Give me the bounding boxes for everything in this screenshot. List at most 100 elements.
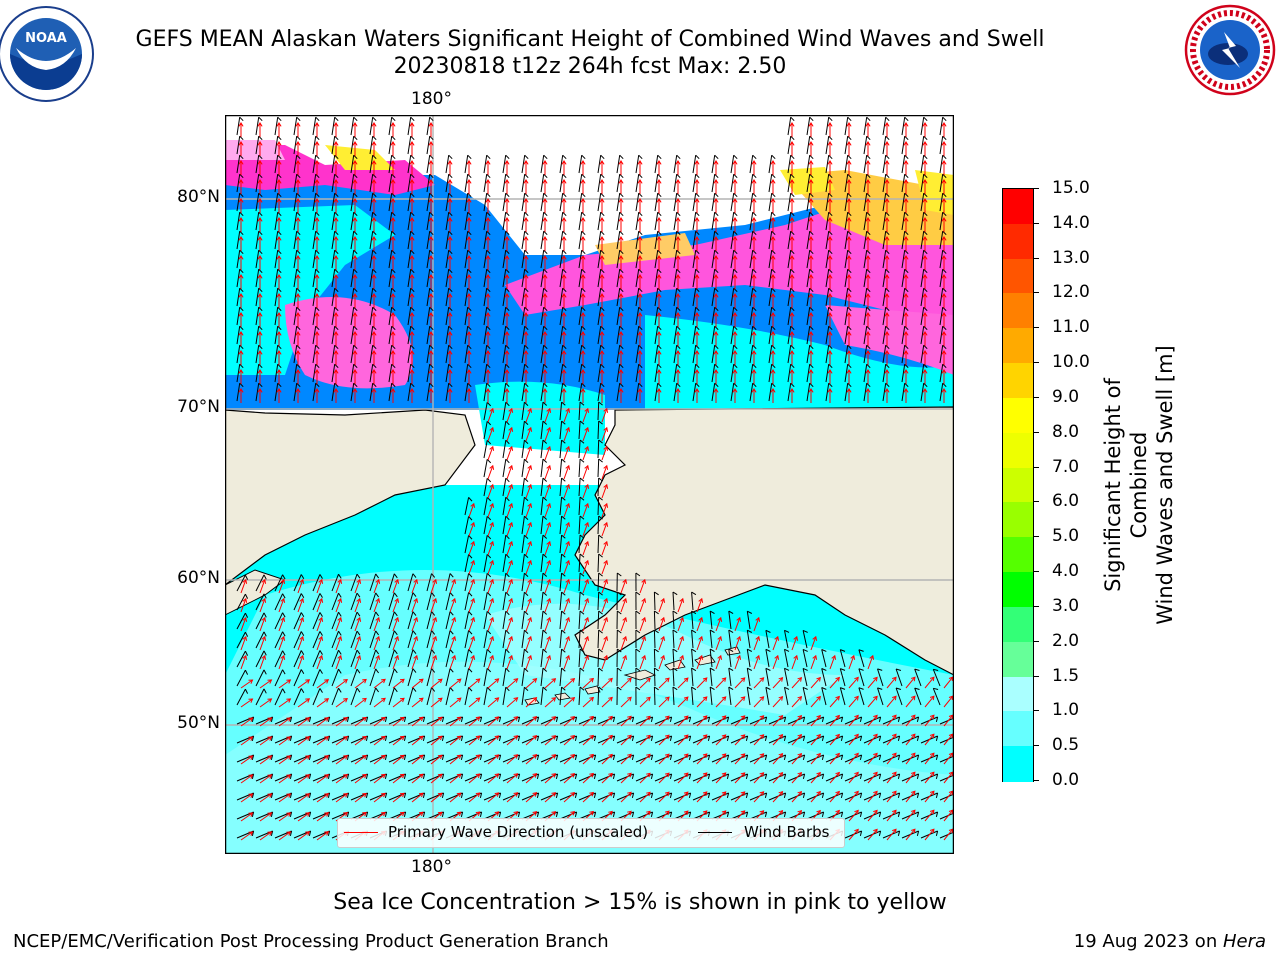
wind-barb xyxy=(746,687,751,706)
wind-barb-flag xyxy=(657,325,662,331)
wind-barb xyxy=(293,593,302,611)
wind-barb xyxy=(802,649,808,668)
wave-direction-arrowhead xyxy=(694,388,700,393)
wave-direction-arrowhead xyxy=(740,810,746,815)
wave-direction-arrowhead xyxy=(580,293,586,298)
wave-direction-arrowhead xyxy=(447,217,453,222)
wave-direction-arrow xyxy=(924,714,935,727)
wind-barb xyxy=(728,687,732,706)
wave-direction-arrowhead xyxy=(854,828,859,834)
wind-barb xyxy=(711,345,716,364)
wave-direction-arrowhead xyxy=(333,160,339,165)
wind-barb-flag xyxy=(765,667,771,671)
wind-barb xyxy=(920,117,925,136)
wave-direction-arrowhead xyxy=(475,697,481,702)
colorbar-tick-mark xyxy=(1033,292,1039,294)
wave-direction-arrowhead xyxy=(622,635,628,641)
wave-direction-arrowhead xyxy=(664,677,670,683)
wind-barb-flag xyxy=(579,610,585,615)
wind-barb xyxy=(502,554,507,573)
wave-direction-arrowhead xyxy=(683,810,689,816)
wave-direction-arrowhead xyxy=(646,753,651,759)
wind-barb xyxy=(483,250,488,269)
wave-direction-arrowhead xyxy=(542,312,548,317)
wave-direction-arrowhead xyxy=(637,388,643,393)
wind-barb xyxy=(521,174,526,193)
wave-direction-arrow xyxy=(411,697,424,708)
wind-barb-flag xyxy=(771,363,776,369)
wind-barb xyxy=(483,592,488,611)
wind-barb-flag xyxy=(289,754,293,761)
wave-direction-arrowhead xyxy=(627,734,632,740)
wave-direction-arrowhead xyxy=(561,255,567,260)
wave-direction-arrowhead xyxy=(812,635,818,641)
wave-direction-arrowhead xyxy=(248,831,254,836)
wind-barb-flag xyxy=(612,811,616,818)
wind-barb xyxy=(236,612,246,630)
wind-barb-flag xyxy=(752,287,757,293)
wave-direction-arrowhead xyxy=(504,369,510,374)
wave-direction-arrowhead xyxy=(413,616,419,622)
wave-direction-arrow xyxy=(278,736,291,746)
wind-barb-flag xyxy=(486,154,491,160)
wave-direction-arrowhead xyxy=(656,160,662,165)
wave-direction-arrow xyxy=(791,655,798,670)
wind-barb xyxy=(464,269,469,288)
wave-direction-arrowhead xyxy=(865,274,871,279)
wind-barb xyxy=(388,193,393,212)
wave-direction-arrow xyxy=(582,792,594,803)
wind-barb-flag xyxy=(467,230,472,236)
wind-barb-flag xyxy=(733,230,738,236)
colorbar-tick-mark xyxy=(1033,501,1039,503)
wind-barb xyxy=(502,649,507,668)
wave-direction-arrowhead xyxy=(257,388,263,393)
wind-barb xyxy=(521,687,525,706)
wave-direction-arrow xyxy=(905,828,916,841)
wind-barb-flag xyxy=(752,344,757,350)
wind-barb-flag xyxy=(847,173,852,179)
wind-barb-flag xyxy=(300,631,305,637)
wind-barb-flag xyxy=(431,592,436,597)
wind-barb xyxy=(616,326,621,345)
wave-direction-arrowhead xyxy=(675,312,681,317)
wind-barb xyxy=(920,212,925,231)
wind-barb xyxy=(673,155,678,174)
wave-direction-arrowhead xyxy=(513,678,519,683)
wave-direction-arrowhead xyxy=(865,331,871,336)
wind-barb-flag xyxy=(479,792,483,799)
wave-direction-arrow xyxy=(829,791,840,803)
wind-barb-flag xyxy=(372,192,377,198)
wave-direction-arrowhead xyxy=(865,179,871,184)
wind-barb-flag xyxy=(669,716,673,723)
wave-direction-arrowhead xyxy=(299,635,305,641)
wind-barb-flag xyxy=(752,192,757,198)
wave-direction-arrowhead xyxy=(789,198,795,203)
wave-direction-arrowhead xyxy=(808,236,814,241)
wave-direction-arrowhead xyxy=(527,654,533,660)
wind-barb-swatch xyxy=(698,832,732,833)
wave-direction-arrowhead xyxy=(884,312,890,317)
wind-barb xyxy=(502,383,507,402)
date-stamp: 19 Aug 2023 on Hera xyxy=(1074,931,1266,952)
wave-direction-arrowhead xyxy=(390,293,396,298)
wind-barb-flag xyxy=(277,325,282,331)
wave-direction-arrowhead xyxy=(242,635,248,641)
wind-barb-flag xyxy=(467,287,472,293)
wind-barb-flag xyxy=(942,249,947,255)
wind-barb xyxy=(895,668,903,687)
wave-direction-arrow xyxy=(259,736,272,746)
wave-direction-arrowhead xyxy=(508,540,514,546)
wave-direction-arrowhead xyxy=(532,792,538,797)
wind-barb-flag xyxy=(916,735,920,742)
wave-direction-arrowhead xyxy=(324,698,330,703)
wave-direction-arrowhead xyxy=(324,774,330,779)
wind-barb-flag xyxy=(790,230,795,236)
wind-barb-flag xyxy=(412,592,417,597)
wind-barb-flag xyxy=(581,230,586,236)
wind-barb-flag xyxy=(270,830,274,837)
wave-direction-arrowhead xyxy=(542,236,548,241)
wave-direction-arrowhead xyxy=(286,755,292,760)
wind-barb-flag xyxy=(542,572,548,577)
wave-direction-arrowhead xyxy=(721,791,727,796)
wind-barb-flag xyxy=(393,573,398,579)
